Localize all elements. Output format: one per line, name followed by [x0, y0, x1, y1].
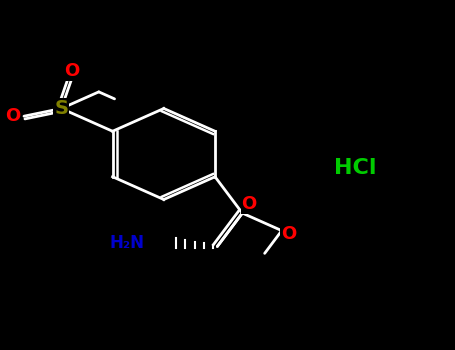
Text: O: O [281, 225, 296, 243]
Text: O: O [242, 195, 257, 214]
Text: O: O [5, 107, 20, 125]
Text: S: S [54, 99, 68, 118]
Text: H₂N: H₂N [110, 234, 145, 252]
Text: HCl: HCl [334, 158, 376, 178]
Text: O: O [64, 62, 79, 80]
